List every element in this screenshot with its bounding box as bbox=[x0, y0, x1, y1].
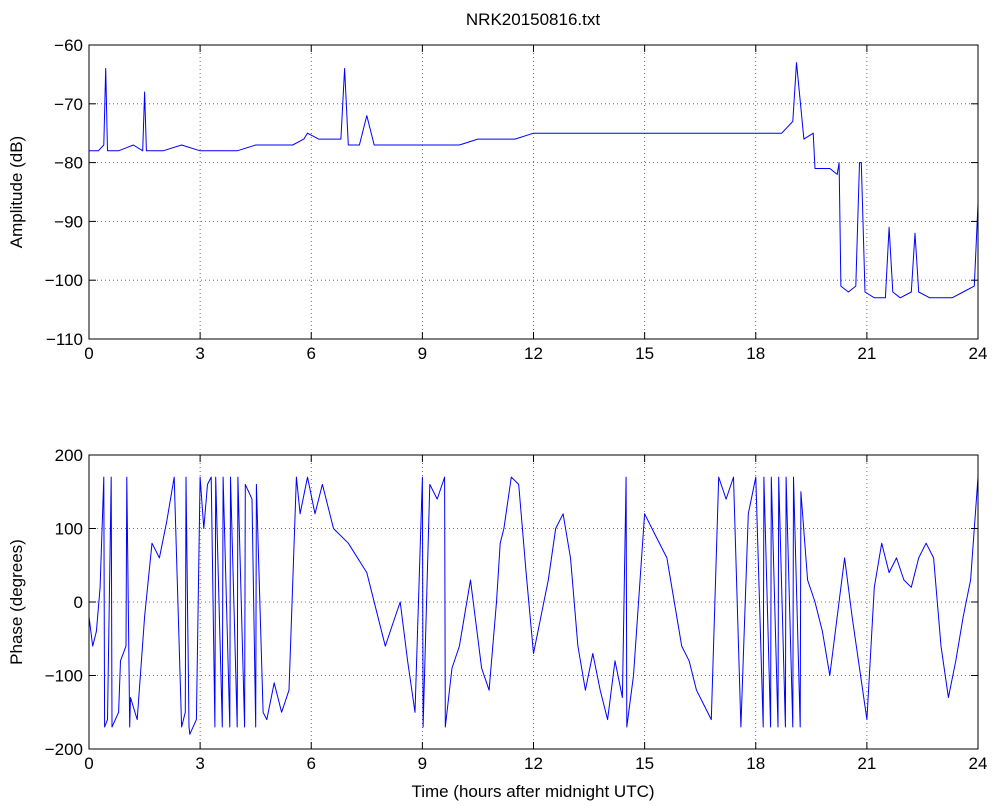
amplitude-panel: NRK20150816.txt 0 3 6 9 12 15 18 21 24 −60 −70 −80… bbox=[7, 10, 987, 363]
phase-series-line bbox=[88, 476, 979, 735]
phase-x-axis-label: Time (hours after midnight UTC) bbox=[411, 782, 654, 801]
phase-y-tick-label: 100 bbox=[55, 520, 83, 539]
amplitude-x-tick-label: 3 bbox=[195, 344, 204, 363]
phase-x-tick-label: 15 bbox=[635, 754, 654, 773]
phase-y-tick-labels: 200 100 0 −100 −200 bbox=[45, 446, 83, 759]
phase-x-tick-label: 24 bbox=[969, 754, 988, 773]
amplitude-x-tick-label: 15 bbox=[635, 344, 654, 363]
amplitude-ticks bbox=[88, 44, 979, 340]
phase-x-tick-label: 9 bbox=[418, 754, 427, 773]
amplitude-y-tick-label: −110 bbox=[46, 330, 83, 349]
amplitude-y-tick-label: −100 bbox=[45, 271, 83, 290]
amplitude-grid bbox=[89, 45, 978, 339]
amplitude-y-tick-label: −80 bbox=[54, 154, 83, 173]
phase-x-tick-label: 21 bbox=[857, 754, 876, 773]
phase-panel: 0 3 6 9 12 15 18 21 24 200 100 0 −100 −200 Phase (de… bbox=[7, 446, 987, 801]
phase-x-tick-label: 0 bbox=[84, 754, 93, 773]
amplitude-x-tick-label: 21 bbox=[857, 344, 876, 363]
phase-x-tick-label: 18 bbox=[746, 754, 765, 773]
amplitude-y-tick-label: −90 bbox=[54, 212, 83, 231]
amplitude-x-tick-label: 0 bbox=[84, 344, 93, 363]
phase-y-tick-label: 200 bbox=[55, 446, 83, 465]
amplitude-y-tick-label: −60 bbox=[54, 36, 83, 55]
phase-x-tick-label: 6 bbox=[307, 754, 316, 773]
phase-ticks bbox=[88, 454, 979, 750]
amplitude-y-axis-label: Amplitude (dB) bbox=[7, 136, 26, 248]
amplitude-x-tick-label: 9 bbox=[418, 344, 427, 363]
phase-x-tick-labels: 0 3 6 9 12 15 18 21 24 bbox=[84, 754, 987, 773]
amplitude-series bbox=[89, 62, 979, 299]
phase-y-tick-label: −100 bbox=[45, 667, 83, 686]
phase-series bbox=[88, 476, 979, 735]
phase-x-tick-label: 3 bbox=[195, 754, 204, 773]
phase-x-tick-label: 12 bbox=[524, 754, 543, 773]
amplitude-x-tick-label: 12 bbox=[524, 344, 543, 363]
amplitude-x-tick-label: 6 bbox=[307, 344, 316, 363]
phase-y-axis-label: Phase (degrees) bbox=[7, 539, 26, 665]
amplitude-y-tick-label: −70 bbox=[54, 95, 83, 114]
phase-y-tick-label: 0 bbox=[74, 593, 83, 612]
phase-y-tick-label: −200 bbox=[45, 740, 83, 759]
amplitude-x-tick-labels: 0 3 6 9 12 15 18 21 24 bbox=[84, 344, 987, 363]
amplitude-series-line bbox=[89, 62, 979, 299]
amplitude-y-tick-labels: −60 −70 −80 −90 −100 −110 bbox=[45, 36, 83, 349]
amplitude-x-tick-label: 18 bbox=[746, 344, 765, 363]
amplitude-title: NRK20150816.txt bbox=[466, 10, 600, 29]
amplitude-x-tick-label: 24 bbox=[969, 344, 988, 363]
